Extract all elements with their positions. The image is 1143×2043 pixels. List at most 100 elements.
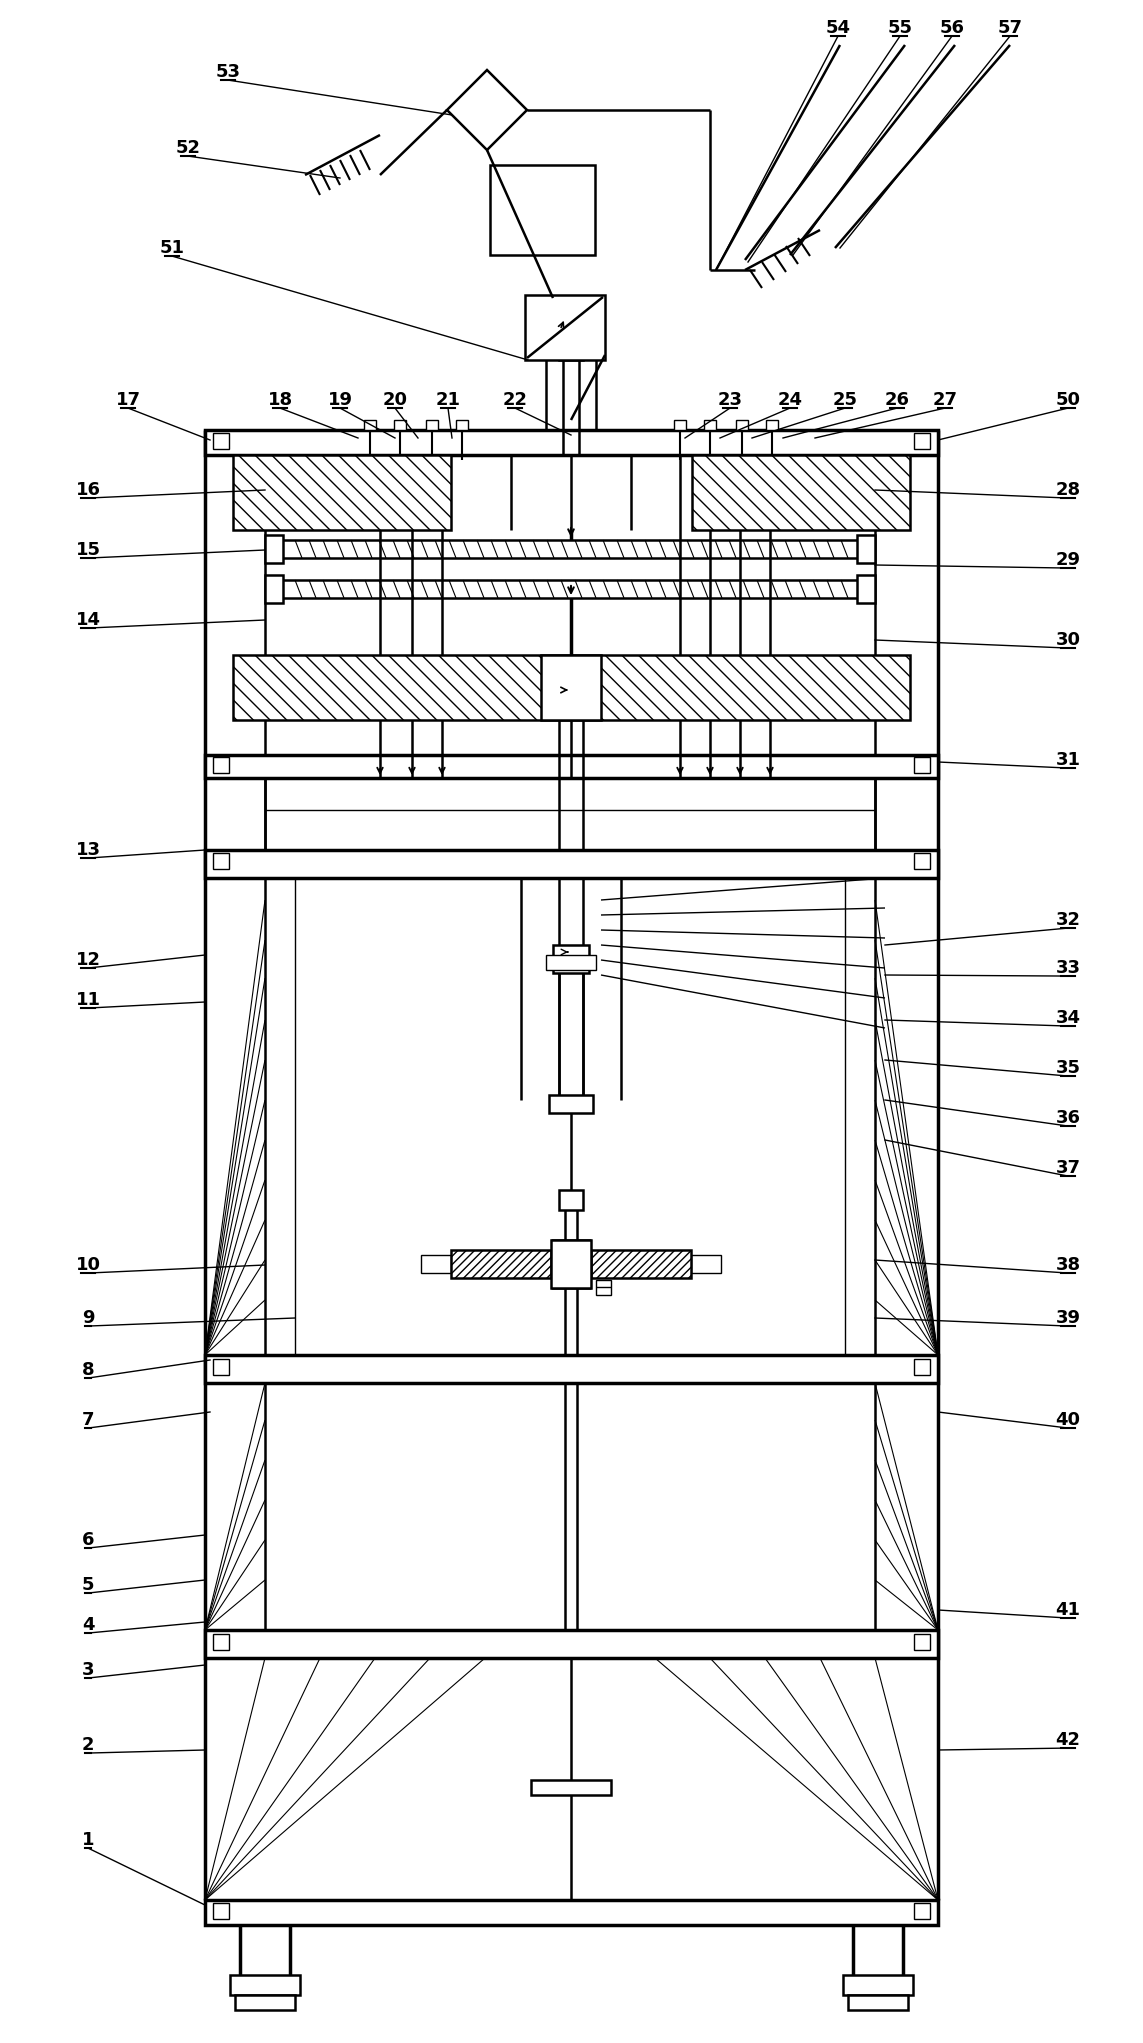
Bar: [233, 656, 910, 719]
Bar: [914, 758, 930, 772]
Bar: [213, 854, 229, 868]
Bar: [205, 1900, 938, 1925]
Bar: [857, 535, 876, 564]
Bar: [692, 456, 910, 529]
Text: 8: 8: [81, 1361, 95, 1379]
Text: 31: 31: [1055, 752, 1080, 768]
Text: 14: 14: [75, 611, 101, 629]
Bar: [525, 294, 605, 360]
Text: 24: 24: [777, 390, 802, 409]
Bar: [736, 421, 748, 429]
Bar: [541, 656, 601, 719]
Text: 18: 18: [267, 390, 293, 409]
Bar: [559, 331, 583, 360]
Text: 35: 35: [1055, 1058, 1080, 1077]
Bar: [394, 421, 406, 429]
Text: 4: 4: [82, 1616, 94, 1634]
Bar: [766, 421, 778, 429]
Text: 26: 26: [885, 390, 910, 409]
Bar: [490, 165, 596, 255]
Bar: [265, 574, 283, 603]
Text: 36: 36: [1055, 1109, 1080, 1128]
Text: 39: 39: [1055, 1310, 1080, 1328]
Bar: [591, 1250, 692, 1279]
Bar: [553, 946, 589, 972]
Bar: [692, 1254, 721, 1273]
Text: 5: 5: [82, 1575, 94, 1594]
Text: 41: 41: [1055, 1602, 1080, 1618]
Bar: [674, 421, 686, 429]
Bar: [914, 1359, 930, 1375]
Text: 25: 25: [832, 390, 857, 409]
Text: 29: 29: [1055, 552, 1080, 570]
Text: 54: 54: [825, 18, 850, 37]
Bar: [555, 684, 586, 705]
Bar: [235, 1996, 295, 2010]
Bar: [275, 539, 865, 558]
Text: 9: 9: [82, 1310, 94, 1328]
Bar: [205, 756, 938, 778]
Text: 21: 21: [435, 390, 461, 409]
Bar: [205, 1630, 938, 1659]
Bar: [363, 421, 376, 429]
Text: 56: 56: [940, 18, 965, 37]
Bar: [205, 1355, 938, 1383]
Text: 16: 16: [75, 480, 101, 498]
Bar: [275, 580, 865, 599]
Text: 38: 38: [1055, 1256, 1080, 1275]
Text: 51: 51: [160, 239, 184, 257]
Bar: [265, 535, 283, 564]
Bar: [233, 456, 451, 529]
Text: 19: 19: [328, 390, 352, 409]
Bar: [914, 854, 930, 868]
Text: 34: 34: [1055, 1009, 1080, 1028]
Bar: [549, 1095, 593, 1113]
Bar: [914, 1902, 930, 1918]
Text: 40: 40: [1055, 1412, 1080, 1428]
Text: 23: 23: [718, 390, 743, 409]
Text: 50: 50: [1055, 390, 1080, 409]
Bar: [213, 758, 229, 772]
Text: 28: 28: [1055, 480, 1080, 498]
Text: 1: 1: [82, 1831, 94, 1849]
Bar: [848, 1996, 908, 2010]
Text: 15: 15: [75, 541, 101, 560]
Text: 55: 55: [887, 18, 912, 37]
Text: 32: 32: [1055, 911, 1080, 930]
Bar: [551, 1240, 591, 1287]
Bar: [456, 421, 467, 429]
Bar: [213, 1902, 229, 1918]
Bar: [549, 674, 593, 711]
Polygon shape: [447, 69, 527, 149]
Text: 17: 17: [115, 390, 141, 409]
Bar: [857, 574, 876, 603]
Text: 52: 52: [176, 139, 200, 157]
Bar: [541, 311, 601, 347]
Text: 7: 7: [82, 1412, 94, 1428]
Bar: [213, 1359, 229, 1375]
Bar: [451, 1250, 551, 1279]
Text: 11: 11: [75, 991, 101, 1009]
Text: 27: 27: [933, 390, 958, 409]
Bar: [230, 1976, 299, 1996]
Text: 13: 13: [75, 842, 101, 858]
Bar: [205, 429, 938, 456]
Text: 30: 30: [1055, 631, 1080, 650]
Bar: [426, 421, 438, 429]
Text: 10: 10: [75, 1256, 101, 1275]
Bar: [914, 433, 930, 449]
Text: 53: 53: [216, 63, 240, 82]
Bar: [531, 1779, 612, 1796]
Text: 33: 33: [1055, 958, 1080, 977]
Bar: [559, 1189, 583, 1209]
Text: 37: 37: [1055, 1158, 1080, 1177]
Bar: [546, 954, 596, 970]
Text: 57: 57: [998, 18, 1023, 37]
Bar: [205, 850, 938, 878]
Bar: [213, 433, 229, 449]
Bar: [914, 1634, 930, 1651]
Bar: [596, 1281, 612, 1295]
Text: 22: 22: [503, 390, 528, 409]
Text: 12: 12: [75, 950, 101, 968]
Bar: [704, 421, 716, 429]
